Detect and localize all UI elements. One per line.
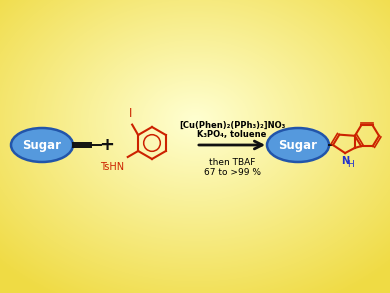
Text: I: I xyxy=(128,107,132,120)
Text: +: + xyxy=(99,136,115,154)
Text: TsHN: TsHN xyxy=(99,162,124,172)
Ellipse shape xyxy=(267,128,329,162)
Text: K₃PO₄, toluene: K₃PO₄, toluene xyxy=(197,130,267,139)
Text: [Cu(Phen)₂(PPh₃)₂]NO₃: [Cu(Phen)₂(PPh₃)₂]NO₃ xyxy=(179,121,285,130)
Ellipse shape xyxy=(11,128,73,162)
Text: H: H xyxy=(347,160,353,169)
Text: Sugar: Sugar xyxy=(278,139,317,151)
Text: Sugar: Sugar xyxy=(23,139,62,151)
Text: then TBAF: then TBAF xyxy=(209,158,255,167)
Text: N: N xyxy=(341,156,349,166)
Text: 67 to >99 %: 67 to >99 % xyxy=(204,168,261,177)
